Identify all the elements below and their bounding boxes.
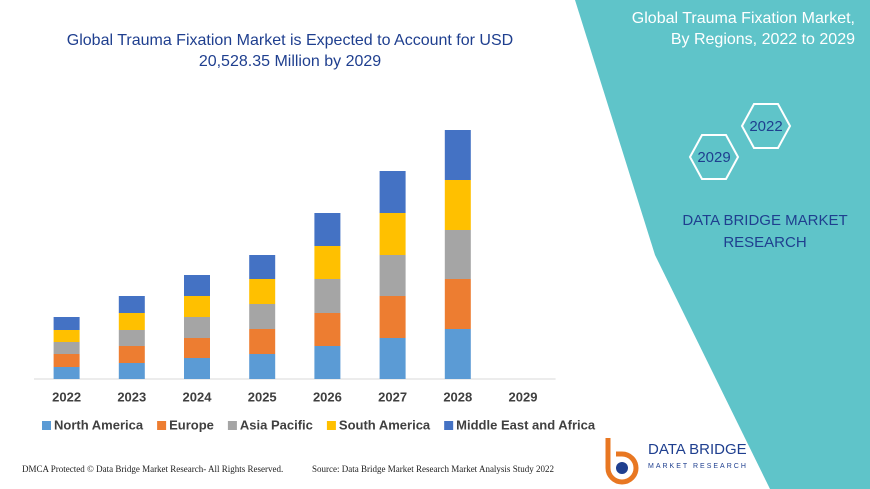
bar-segment (379, 296, 406, 338)
x-tick-label: 2029 (509, 389, 538, 404)
title-box: Global Trauma Fixation Market is Expecte… (66, 32, 514, 70)
bar-segment (118, 346, 145, 363)
footer-right: Source: Data Bridge Market Research Mark… (312, 464, 554, 474)
legend-label: North America (54, 417, 144, 432)
bar-segment (314, 279, 341, 313)
logo-tagline: MARKET RESEARCH (648, 463, 748, 470)
panel-title: Global Trauma Fixation Market, By Region… (631, 10, 855, 48)
bar-segment (53, 342, 80, 354)
bar-segment (184, 358, 210, 379)
legend-label: Middle East and Africa (456, 417, 596, 432)
legend-label: South America (339, 417, 431, 432)
hexagon (740, 103, 792, 149)
bar-segment (379, 338, 406, 379)
x-tick-label: 2022 (52, 389, 81, 404)
bar-segment (444, 180, 471, 230)
logo-mark (605, 438, 639, 485)
bar-segment (53, 317, 80, 330)
bar-segment (53, 354, 80, 367)
bar-segment (118, 363, 145, 379)
x-tick-label: 2026 (313, 389, 342, 404)
bar-segment (444, 230, 471, 279)
logo-name: DATA BRIDGE (648, 441, 747, 458)
bar-segment (184, 296, 210, 317)
bar-segment (249, 354, 276, 379)
side-panel (575, 0, 870, 489)
logo-dot (616, 462, 628, 474)
bar-segment (249, 329, 276, 354)
bar-segment (314, 213, 341, 246)
chart-title: Global Trauma Fixation Market is Expecte… (66, 32, 514, 70)
bar-segment (444, 130, 471, 180)
bar-segment (444, 329, 471, 379)
x-tick-label: 2025 (248, 389, 277, 404)
legend-label: Asia Pacific (240, 417, 313, 432)
bar-segment (249, 304, 276, 329)
x-tick-label: 2023 (117, 389, 146, 404)
bar-segment (379, 255, 406, 296)
footer-left: DMCA Protected © Data Bridge Market Rese… (22, 464, 283, 474)
legend-swatch (157, 421, 167, 430)
bar-segment (314, 346, 341, 379)
bar-segment (184, 317, 210, 338)
hexagon (688, 134, 740, 180)
brand: DATA BRIDGE MARKET RESEARCH (682, 212, 848, 251)
hex-label: 2022 (749, 118, 782, 135)
legend-label: Europe (169, 417, 214, 432)
bar-segment (249, 279, 276, 304)
bar-segment (184, 275, 210, 296)
bar-segment (118, 313, 145, 330)
logo: DATA BRIDGE MARKET RESEARCH (605, 438, 748, 485)
bar-segment (379, 171, 406, 213)
legend-swatch (227, 421, 237, 430)
bar-segment (444, 279, 471, 329)
legend-swatch (326, 421, 336, 430)
brand-box: DATA BRIDGE MARKET RESEARCH (682, 212, 848, 251)
bar-segment (118, 296, 145, 313)
hex-label: 2029 (697, 149, 730, 166)
bar-segment (249, 255, 276, 279)
x-tick-label: 2027 (378, 389, 407, 404)
legend-swatch (42, 421, 51, 430)
bar-segment (314, 246, 341, 279)
bar-segment (53, 330, 80, 342)
bar-segment (379, 213, 406, 255)
bar-segment (53, 367, 80, 379)
panel-title-box: Global Trauma Fixation Market, By Region… (631, 10, 855, 48)
bar-segment (314, 313, 341, 346)
legend-swatch (444, 421, 454, 430)
x-tick-label: 2028 (443, 389, 472, 404)
x-tick-label: 2024 (183, 389, 213, 404)
bar-segment (118, 330, 145, 346)
bar-segment (184, 338, 210, 358)
